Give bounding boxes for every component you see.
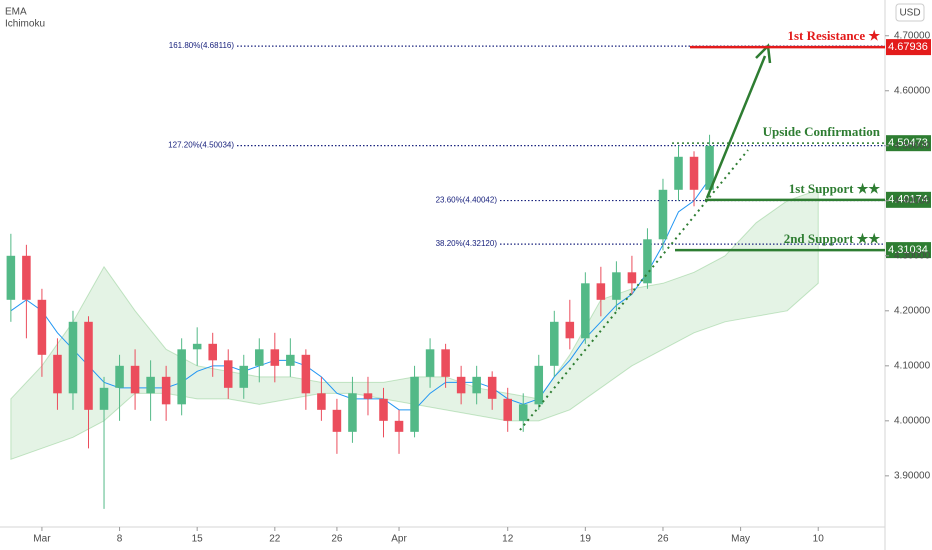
candle-body — [674, 156, 683, 190]
x-tick-label: 10 — [813, 534, 825, 545]
candle-body — [534, 365, 544, 405]
x-tick-label: 15 — [192, 534, 204, 545]
x-tick-label: May — [731, 534, 750, 545]
candle-body — [425, 349, 435, 377]
candle-body — [53, 354, 62, 394]
y-tick-label: 4.40000 — [894, 195, 931, 206]
candle-body — [363, 393, 373, 399]
candle-body — [348, 393, 357, 432]
candle-body — [208, 343, 217, 361]
ema-line — [10, 178, 710, 411]
x-tick-label: 22 — [269, 534, 281, 545]
fib-label: 23.60%(4.40042) — [436, 196, 498, 205]
level-price-box — [886, 191, 931, 208]
x-tick-label: Mar — [33, 534, 51, 545]
y-tick-label: 3.90000 — [894, 470, 931, 481]
y-tick-label: 4.70000 — [894, 30, 931, 41]
level-label: 1st Resistance ★ — [787, 28, 880, 43]
x-tick-label: 26 — [657, 534, 669, 545]
y-tick-label: 4.00000 — [894, 415, 931, 426]
candle-body — [658, 189, 668, 240]
candle-body — [22, 255, 31, 300]
candle-body — [286, 354, 295, 366]
candle-body — [565, 321, 575, 339]
level-price-box — [886, 135, 931, 152]
projection-arrow — [705, 55, 767, 199]
fib-label: 161.80%(4.68116) — [169, 41, 235, 50]
level-price: 4.67936 — [888, 41, 928, 53]
candle-body — [410, 376, 419, 432]
candle-body — [612, 272, 621, 300]
candle-body — [596, 283, 606, 300]
candle-body — [68, 321, 78, 394]
candle-body — [130, 365, 140, 394]
legend-ema: EMA — [5, 7, 27, 18]
x-tick-label: Apr — [391, 534, 407, 545]
candles-layer — [6, 134, 714, 509]
candle-body — [487, 376, 497, 399]
y-tick-label: 4.50000 — [894, 140, 931, 151]
candle-body — [705, 145, 714, 190]
y-tick-label: 4.60000 — [894, 85, 931, 96]
candle-body — [472, 376, 481, 394]
candle-body — [503, 398, 512, 421]
candle-body — [239, 365, 249, 388]
y-tick-label: 4.30000 — [894, 250, 931, 261]
level-price: 4.40174 — [888, 194, 928, 206]
y-tick-label: 4.10000 — [894, 360, 931, 371]
level-price: 4.31034 — [888, 244, 928, 256]
x-tick-label: 19 — [580, 534, 592, 545]
candle-body — [394, 420, 404, 432]
trendline — [519, 149, 749, 431]
level-label: Upside Confirmation — [763, 124, 881, 139]
currency[interactable]: USD — [899, 8, 920, 19]
candle-body — [643, 239, 652, 284]
candle-body — [301, 354, 311, 394]
candle-body — [192, 343, 202, 350]
x-tick-label: 8 — [117, 534, 123, 545]
level-label: 1st Support ★★ — [789, 181, 881, 196]
candle-body — [223, 360, 233, 388]
candle-body — [177, 349, 186, 405]
currency-box[interactable] — [895, 3, 925, 22]
level-price-box — [886, 39, 931, 56]
candle-body — [317, 393, 326, 410]
y-tick-label: 4.20000 — [894, 305, 931, 316]
candle-body — [37, 299, 47, 355]
candle-body — [255, 349, 264, 366]
fib-label: 127.20%(4.50034) — [168, 141, 234, 150]
fib-label: 38.20%(4.32120) — [436, 239, 498, 248]
candle-body — [146, 376, 155, 394]
candle-body — [456, 376, 466, 394]
candle-body — [84, 321, 93, 410]
level-price: 4.50473 — [888, 137, 928, 149]
candle-body — [518, 404, 528, 421]
legend-ichimoku: Ichimoku — [5, 19, 45, 30]
candle-body — [581, 283, 590, 339]
candle-body — [161, 376, 171, 405]
candle-body — [627, 272, 637, 284]
level-label: 2nd Support ★★ — [784, 231, 881, 246]
candle-body — [6, 255, 16, 300]
candle-body — [99, 387, 109, 410]
candle-body — [441, 349, 450, 377]
candle-body — [270, 349, 280, 366]
candle-body — [115, 365, 124, 388]
candle-body — [689, 156, 699, 190]
candle-body — [550, 321, 559, 366]
levels-layer: 1st Resistance ★ 4.67936 Upside Confirmati… — [672, 28, 931, 259]
x-tick-label: 26 — [331, 534, 343, 545]
x-tick-label: 12 — [502, 534, 514, 545]
candle-body — [332, 409, 342, 432]
candle-body — [379, 398, 388, 421]
level-price-box — [886, 242, 931, 259]
